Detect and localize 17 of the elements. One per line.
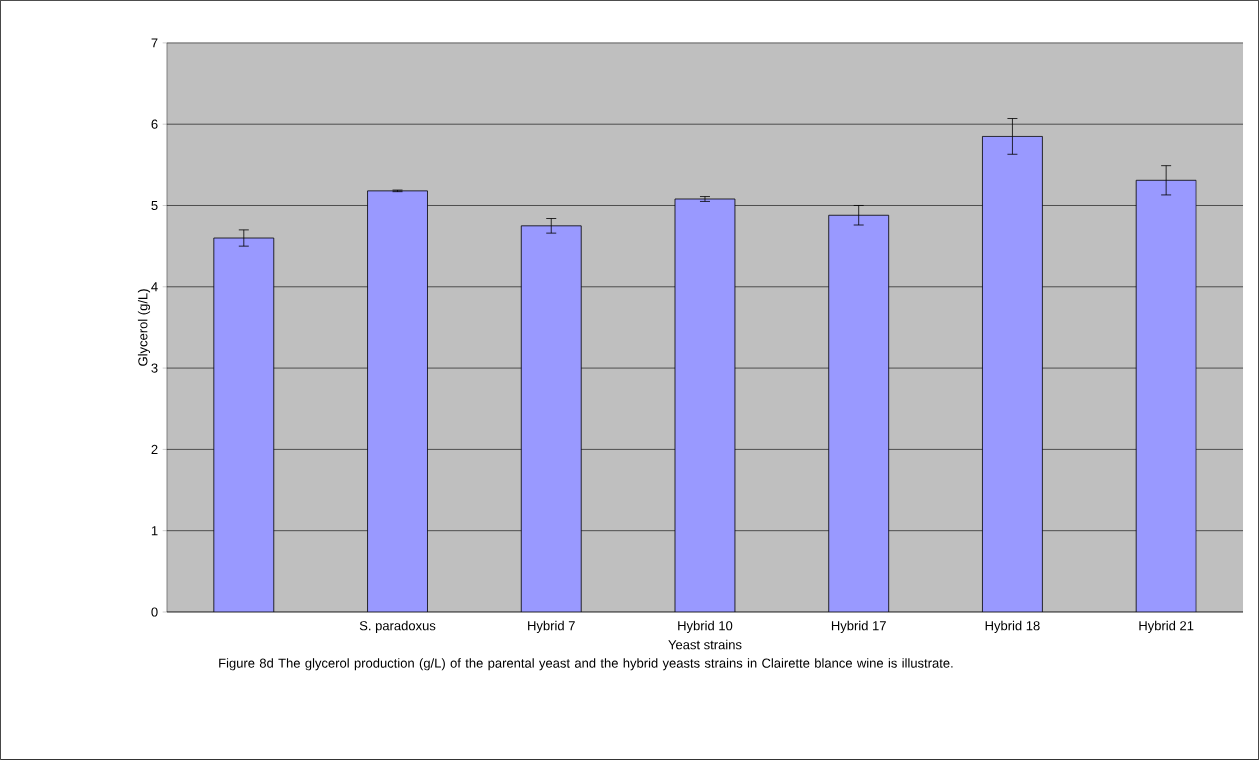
x-tick-label: Hybrid 7	[528, 620, 575, 633]
y-tick-label: 4	[151, 282, 158, 292]
x-tick-label: S. paradoxus	[359, 620, 436, 633]
y-tick-label: 6	[151, 119, 158, 129]
y-axis-title: Glycerol (g/L)	[137, 289, 151, 366]
y-tick-label: 1	[151, 526, 158, 536]
y-tick-label: 7	[151, 38, 158, 48]
y-tick-label: 2	[151, 444, 158, 454]
caption: Figure 8d The glycerol production (g/L) of the parental yeast and the hybrid yeasts strains in Clairette blance wine is illustrate.	[219, 658, 953, 671]
x-tick-label: Hybrid 17	[831, 620, 886, 633]
x-tick-label: Hybrid 21	[1139, 620, 1194, 633]
y-tick-label: 5	[151, 201, 158, 211]
y-tick-label: 3	[151, 363, 158, 373]
x-axis-title: Yeast strains	[668, 639, 742, 650]
x-tick-label: Hybrid 18	[985, 620, 1040, 633]
x-tick-label: Hybrid 10	[678, 620, 733, 633]
y-tick-label: 0	[151, 607, 158, 617]
